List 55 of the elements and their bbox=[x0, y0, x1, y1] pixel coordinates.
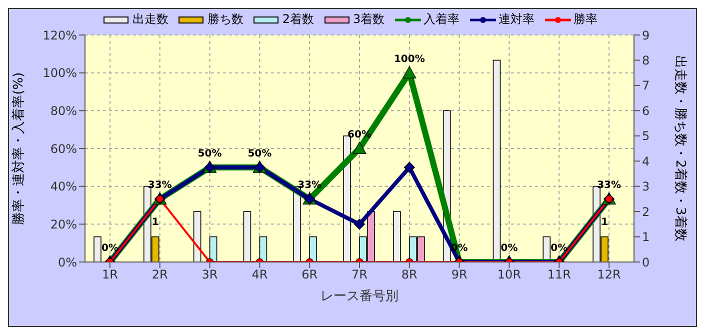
y2-tick-label: 9 bbox=[642, 28, 650, 42]
x-tick-label: 10R bbox=[497, 268, 522, 282]
legend-label: 入着率 bbox=[424, 11, 460, 28]
legend-label: 2着数 bbox=[282, 11, 314, 28]
bar bbox=[309, 236, 318, 262]
legend-label: 連対率 bbox=[498, 11, 535, 28]
data-label: 100% bbox=[394, 54, 425, 65]
bar bbox=[393, 211, 401, 262]
y2-axis-title: 出走数・勝ち数・2着数・3着数 bbox=[672, 56, 688, 242]
data-label: 1 bbox=[601, 216, 608, 228]
x-tick-label: 4R bbox=[252, 268, 268, 282]
y2-tick-label: 4 bbox=[642, 154, 650, 168]
legend-label: 勝率 bbox=[574, 11, 598, 28]
point bbox=[354, 218, 365, 230]
y2-tick-label: 8 bbox=[642, 53, 650, 68]
legend-label: 出走数 bbox=[132, 11, 168, 28]
point bbox=[352, 142, 366, 154]
x-tick-label: 7R bbox=[352, 268, 368, 282]
y2-tick-label: 0 bbox=[642, 255, 650, 270]
x-axis-title: レース番号別 bbox=[320, 289, 398, 304]
y2-tick-label: 7 bbox=[642, 78, 650, 93]
y-tick-label: 120% bbox=[42, 28, 77, 42]
y2-tick-label: 2 bbox=[642, 204, 650, 219]
data-label: 0% bbox=[101, 243, 118, 254]
y2-tick-label: 6 bbox=[642, 104, 650, 118]
legend-label: 3着数 bbox=[353, 11, 385, 28]
y-axis-title: 勝率・連対率・入着率(%) bbox=[10, 72, 27, 225]
x-tick-label: 3R bbox=[202, 268, 218, 282]
x-tick-label: 8R bbox=[401, 268, 418, 282]
x-tick-label: 9R bbox=[451, 268, 468, 282]
point bbox=[404, 162, 415, 173]
y-tick-label: 40% bbox=[50, 180, 77, 194]
legend-label: 勝ち数 bbox=[207, 11, 244, 28]
data-label: 1 bbox=[152, 216, 159, 228]
x-tick-label: 6R bbox=[302, 268, 318, 282]
x-tick-label: 12R bbox=[597, 268, 621, 282]
data-label: 0% bbox=[500, 243, 518, 254]
y-tick-label: 100% bbox=[42, 66, 77, 80]
y2-tick-label: 5 bbox=[642, 129, 650, 144]
bar bbox=[193, 211, 202, 262]
x-tick-label: 1R bbox=[102, 268, 118, 282]
data-label: 33% bbox=[597, 180, 622, 192]
y2-tick-label: 1 bbox=[642, 230, 650, 244]
bar bbox=[243, 211, 252, 262]
x-tick-label: 11R bbox=[547, 268, 571, 282]
y2-tick-label: 3 bbox=[642, 180, 650, 194]
data-label: 50% bbox=[248, 148, 272, 160]
y-tick-label: 20% bbox=[50, 217, 77, 232]
data-label: 50% bbox=[198, 148, 222, 160]
data-label: 33% bbox=[148, 180, 172, 192]
y-tick-label: 60% bbox=[50, 142, 77, 156]
bar bbox=[94, 236, 102, 262]
y-tick-label: 80% bbox=[50, 104, 77, 118]
y-tick-label: 0% bbox=[58, 255, 77, 270]
x-tick-label: 2R bbox=[152, 268, 168, 282]
